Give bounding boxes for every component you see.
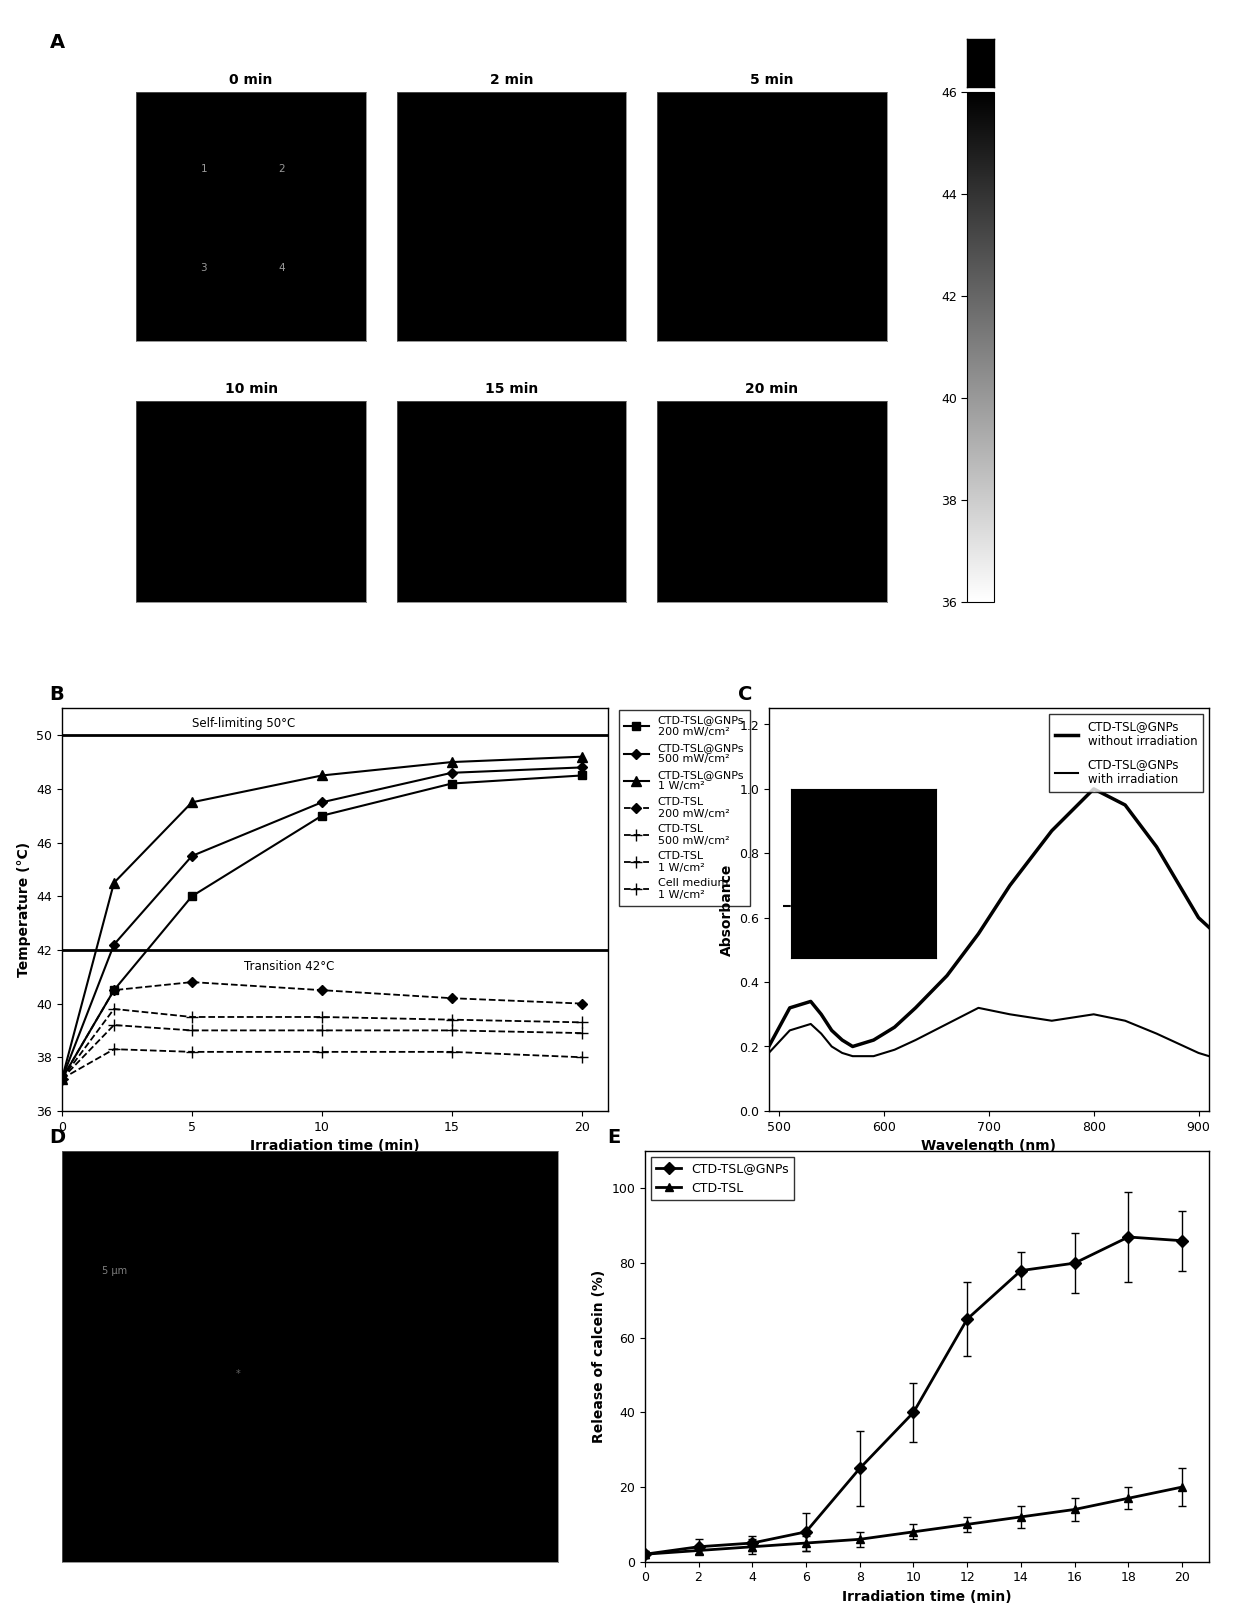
Y-axis label: Release of calcein (%): Release of calcein (%) (591, 1270, 605, 1443)
Text: C: C (738, 686, 753, 704)
Legend: CTD-TSL@GNPs
without irradiation, CTD-TSL@GNPs
with irradiation: CTD-TSL@GNPs without irradiation, CTD-TS… (1049, 715, 1203, 792)
X-axis label: Irradiation time (min): Irradiation time (min) (842, 1591, 1012, 1604)
Text: Transition 42°C: Transition 42°C (244, 960, 335, 972)
X-axis label: Wavelength (nm): Wavelength (nm) (921, 1140, 1056, 1153)
Text: 20 min: 20 min (745, 382, 799, 396)
Text: 5 µm: 5 µm (102, 1267, 126, 1277)
Text: 15 min: 15 min (485, 382, 538, 396)
Text: 1: 1 (201, 164, 207, 174)
Legend: CTD-TSL@GNPs, CTD-TSL: CTD-TSL@GNPs, CTD-TSL (651, 1158, 794, 1199)
Text: Self-limiting 50°C: Self-limiting 50°C (192, 716, 295, 731)
Text: 2: 2 (279, 164, 285, 174)
Text: 2 min: 2 min (490, 72, 533, 87)
Text: 0 min: 0 min (229, 72, 273, 87)
Legend: CTD-TSL@GNPs
200 mW/cm², CTD-TSL@GNPs
500 mW/cm², CTD-TSL@GNPs
1 W/cm², CTD-TSL
: CTD-TSL@GNPs 200 mW/cm², CTD-TSL@GNPs 50… (619, 710, 749, 905)
Text: 5 min: 5 min (750, 72, 794, 87)
Text: B: B (50, 686, 64, 704)
Text: 4: 4 (279, 264, 285, 274)
Y-axis label: Absorbance: Absorbance (719, 863, 734, 956)
Text: D: D (50, 1129, 66, 1146)
Text: E: E (608, 1129, 621, 1146)
Text: 3: 3 (201, 264, 207, 274)
Y-axis label: Temperature (°C): Temperature (°C) (16, 842, 31, 977)
Text: A: A (50, 34, 64, 52)
X-axis label: Irradiation time (min): Irradiation time (min) (250, 1140, 419, 1153)
Text: *: * (236, 1368, 241, 1378)
Text: 10 min: 10 min (224, 382, 278, 396)
